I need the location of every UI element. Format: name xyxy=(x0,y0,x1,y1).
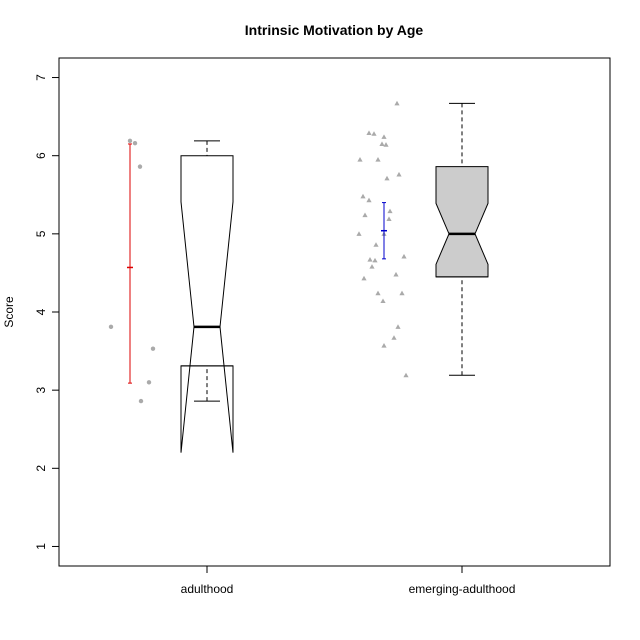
x-tick-label-2: emerging-adulthood xyxy=(409,582,516,596)
box-groups xyxy=(108,100,489,453)
data-point xyxy=(372,257,378,263)
data-point xyxy=(366,197,372,203)
data-point xyxy=(132,140,138,146)
data-point xyxy=(396,171,402,177)
data-point xyxy=(357,157,363,162)
data-point xyxy=(108,324,114,330)
y-axis-label: Score xyxy=(2,296,16,328)
data-point xyxy=(371,131,377,136)
data-point xyxy=(387,208,393,214)
data-point xyxy=(356,231,362,236)
data-point xyxy=(367,257,373,262)
data-point xyxy=(369,264,375,269)
data-point xyxy=(127,138,133,144)
data-point xyxy=(383,142,389,147)
chart-title: Intrinsic Motivation by Age xyxy=(245,22,424,38)
data-point xyxy=(137,164,143,169)
data-point xyxy=(362,212,368,218)
data-point xyxy=(401,253,407,259)
data-point xyxy=(366,130,372,136)
data-point xyxy=(391,335,397,340)
data-point xyxy=(395,324,401,329)
y-tick-label-3: 3 xyxy=(34,386,48,393)
data-point xyxy=(380,298,386,304)
box-body xyxy=(180,155,234,453)
data-point xyxy=(146,380,152,385)
box-group-emerging-adulthood xyxy=(356,100,489,378)
data-point xyxy=(394,100,400,106)
data-point xyxy=(375,157,381,162)
data-point xyxy=(393,271,399,277)
data-point xyxy=(150,346,156,351)
y-tick-label-1: 1 xyxy=(34,543,48,550)
y-tick-label-5: 5 xyxy=(34,230,48,237)
box-body xyxy=(435,166,489,278)
data-point xyxy=(381,343,387,348)
y-tick-label-4: 4 xyxy=(34,308,48,315)
y-tick-label-7: 7 xyxy=(34,74,48,81)
data-point xyxy=(399,290,405,296)
data-point xyxy=(384,175,390,181)
data-point xyxy=(375,290,381,296)
y-axis: 1 2 3 4 5 6 7 xyxy=(34,74,60,550)
data-point xyxy=(403,372,409,378)
data-point xyxy=(379,141,385,146)
data-point xyxy=(360,193,366,199)
y-tick-label-6: 6 xyxy=(34,152,48,159)
data-point xyxy=(386,216,392,221)
data-point xyxy=(381,134,387,139)
y-tick-label-2: 2 xyxy=(34,465,48,472)
data-point xyxy=(373,242,379,247)
x-axis: adulthood emerging-adulthood xyxy=(181,566,516,596)
x-tick-label-1: adulthood xyxy=(181,582,234,596)
data-point xyxy=(361,275,367,281)
box-group-adulthood xyxy=(108,138,234,453)
data-point xyxy=(138,398,144,404)
